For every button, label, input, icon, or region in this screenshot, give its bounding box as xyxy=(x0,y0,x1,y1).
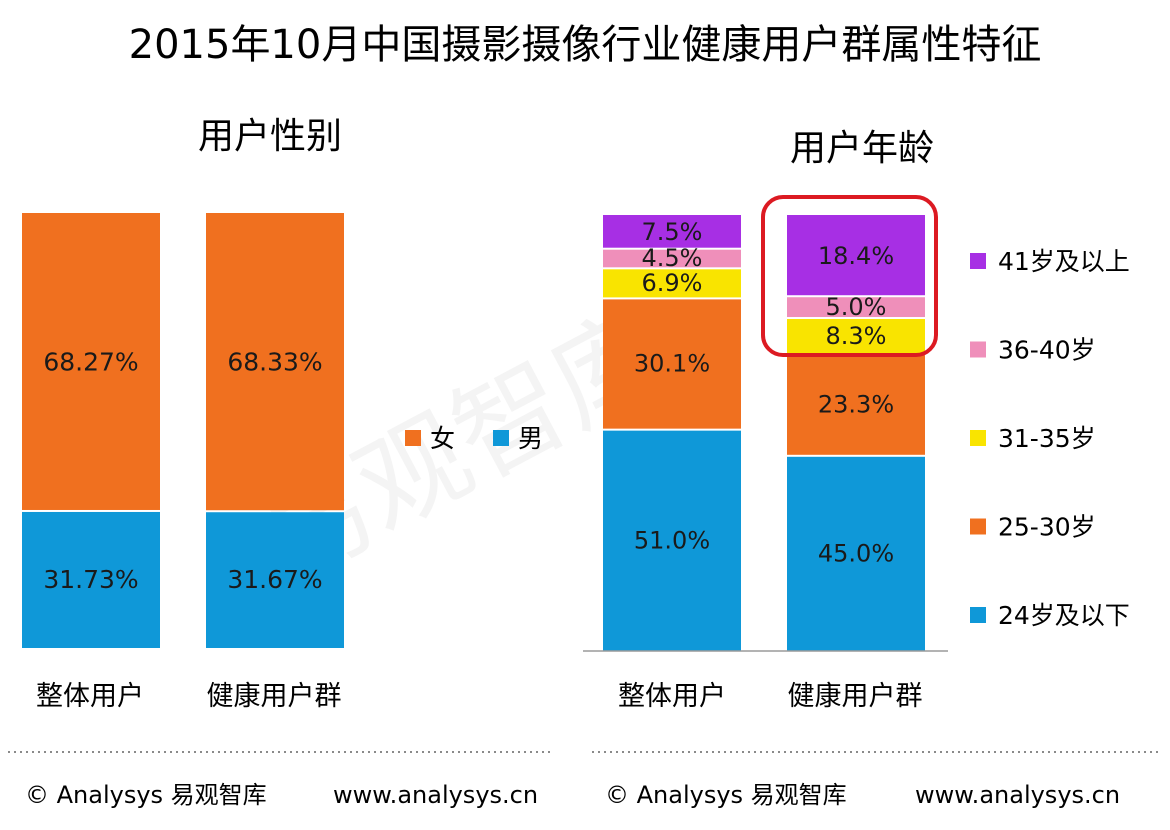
age-bar-1-2 xyxy=(787,319,925,354)
legend-female-swatch xyxy=(405,430,421,446)
age-bar-label-1-0: 45.0% xyxy=(818,540,894,568)
age-bar-label-0-3: 4.5% xyxy=(642,244,703,272)
gender-bar-0-1 xyxy=(22,213,160,510)
page-title: 2015年10月中国摄影摄像行业健康用户群属性特征 xyxy=(129,22,1042,68)
footer-url-left: www.analysys.cn xyxy=(333,781,538,809)
age-legend-label-4: 24岁及以下 xyxy=(998,601,1130,630)
legend-male-swatch xyxy=(493,430,509,446)
age-bar-label-0-0: 51.0% xyxy=(634,526,710,554)
age-legend-swatch-3 xyxy=(970,518,986,535)
gender-bar-label-0-0: 31.73% xyxy=(43,565,138,594)
age-bar-label-0-4: 7.5% xyxy=(642,218,703,246)
gender-bar-1-1 xyxy=(206,213,344,511)
age-legend: 41岁及以上 36-40岁 31-35岁 25-30岁 24岁及以下 xyxy=(970,247,1130,630)
gender-legend: 女 男 xyxy=(405,424,543,453)
age-legend-swatch-1 xyxy=(970,341,986,358)
age-legend-swatch-4 xyxy=(970,607,986,623)
age-legend-swatch-0 xyxy=(970,253,986,269)
age-bar-label-1-3: 5.0% xyxy=(826,293,887,321)
age-bar-0-3 xyxy=(603,249,741,268)
age-bar-0-2 xyxy=(603,269,741,298)
age-bars: 51.0% 30.1% 6.9%4.5%7.5% 45.0% 23.3% 8.3%5.0%… xyxy=(603,215,925,651)
gender-bar-label-1-0: 31.67% xyxy=(227,565,322,594)
age-bar-label-0-1: 30.1% xyxy=(634,350,710,378)
legend-male-label: 男 xyxy=(518,424,543,453)
age-bar-1-1 xyxy=(787,355,925,455)
gender-bar-label-1-1: 68.33% xyxy=(227,348,322,377)
age-bar-label-0-2: 6.9% xyxy=(642,269,703,297)
age-legend-label-3: 25-30岁 xyxy=(998,513,1096,542)
footer-credit-right: © Analysys 易观智库 xyxy=(605,781,847,809)
age-bar-1-0 xyxy=(787,456,925,651)
gender-bars: 31.73% 68.27% 31.67% 68.33% xyxy=(22,213,344,648)
age-bar-0-4 xyxy=(603,215,741,248)
legend-female-label: 女 xyxy=(430,424,455,453)
age-bar-0-0 xyxy=(603,430,741,651)
age-bar-1-3 xyxy=(787,297,925,318)
footer-url-right: www.analysys.cn xyxy=(915,781,1120,809)
gender-category-overall: 整体用户 xyxy=(36,681,144,712)
age-bar-0-1 xyxy=(603,299,741,429)
age-chart-title: 用户年龄 xyxy=(790,128,934,169)
gender-bar-1-0 xyxy=(206,512,344,648)
gender-chart-title: 用户性别 xyxy=(198,116,342,157)
age-bar-label-1-4: 18.4% xyxy=(818,242,894,270)
highlight-circle xyxy=(761,195,938,357)
gender-chart: 用户性别 31.73% 68.27% 31.67% 68.33% 整体用户 健康用户群… xyxy=(22,116,543,712)
age-bar-1-4 xyxy=(787,215,925,296)
age-category-healthy: 健康用户群 xyxy=(788,681,923,712)
age-legend-label-2: 31-35岁 xyxy=(998,424,1096,453)
footer-credit-left: © Analysys 易观智库 xyxy=(25,781,267,809)
gender-category-healthy: 健康用户群 xyxy=(207,681,342,712)
age-category-overall: 整体用户 xyxy=(618,681,726,712)
age-bar-label-1-2: 8.3% xyxy=(826,322,887,350)
age-legend-label-1: 36-40岁 xyxy=(998,336,1096,365)
gender-bar-0-0 xyxy=(22,511,160,648)
age-legend-swatch-2 xyxy=(970,430,986,446)
gender-bar-label-0-1: 68.27% xyxy=(43,347,138,376)
age-chart: 用户年龄 51.0% 30.1% 6.9%4.5%7.5% 45.0% 23.3% 8.3… xyxy=(583,128,1130,712)
age-legend-label-0: 41岁及以上 xyxy=(998,247,1130,276)
age-bar-label-1-1: 23.3% xyxy=(818,391,894,419)
